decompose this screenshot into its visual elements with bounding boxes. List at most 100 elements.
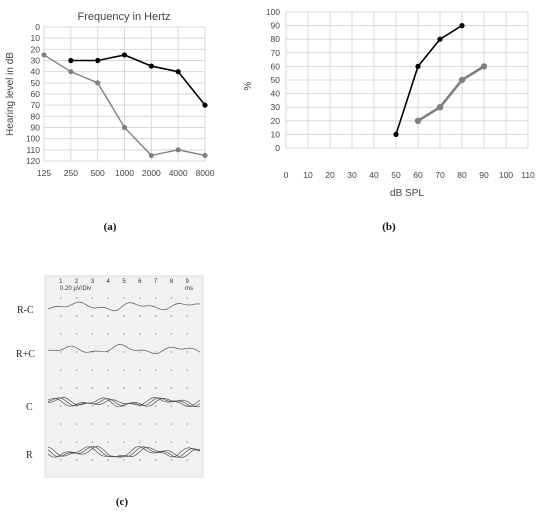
abr-grid-dot xyxy=(186,297,188,299)
audiogram-y-tick-label: 50 xyxy=(31,78,41,88)
abr-plot-area xyxy=(44,275,204,478)
speech-y-axis-label: % xyxy=(243,81,254,90)
abr-grid-dot xyxy=(139,297,141,299)
speech-y-tick-label: 100 xyxy=(266,7,280,17)
abr-trace-label-c: C xyxy=(26,402,33,413)
speech-data-point xyxy=(436,104,444,111)
speech-y-tick-label: 40 xyxy=(271,89,281,99)
abr-grid-dot xyxy=(154,333,157,335)
speech-data-point xyxy=(459,23,465,29)
abr-grid-dot xyxy=(139,441,141,443)
abr-grid-dot xyxy=(60,315,62,317)
abr-grid-dot xyxy=(91,333,94,335)
abr-grid-dot xyxy=(123,459,125,461)
speech-x-tick-label: 10 xyxy=(303,170,313,180)
abr-grid-dot xyxy=(139,369,141,371)
audiogram-y-tick-label: 20 xyxy=(31,44,41,54)
audiogram-y-axis-label: Hearing level in dB xyxy=(5,52,16,136)
audiogram-y-tick-label: 100 xyxy=(26,134,40,144)
abr-grid-dot xyxy=(60,387,62,389)
abr-grid-dot xyxy=(154,423,157,425)
audiogram-data-point xyxy=(202,152,208,159)
speech-x-tick-label: 110 xyxy=(521,170,535,180)
abr-x-tick-label: 9 xyxy=(186,279,190,285)
abr-grid-dot xyxy=(123,351,125,353)
abr-x-tick-label: 5 xyxy=(122,279,126,285)
audiogram-data-point xyxy=(68,69,74,75)
audiogram-y-tick-label: 0 xyxy=(35,22,40,32)
speech-x-tick-label: 90 xyxy=(479,170,489,180)
abr-grid-dot xyxy=(139,423,141,425)
abr-grid-dot xyxy=(170,351,173,353)
abr-grid-dot xyxy=(107,351,109,353)
speech-x-tick-label: 40 xyxy=(369,170,379,180)
speech-series-line xyxy=(417,65,485,122)
abr-unit-label: ms xyxy=(185,286,193,292)
abr-trace-label-r-plus-c: R+C xyxy=(16,349,35,360)
abr-grid-dot xyxy=(123,369,125,371)
audiogram-y-tick-label: 90 xyxy=(31,123,41,133)
audiogram-data-point xyxy=(175,147,181,153)
abr-grid-dot xyxy=(91,423,94,425)
abr-grid-dot xyxy=(60,369,62,371)
abr-grid-dot xyxy=(139,459,141,461)
abr-grid-dot xyxy=(75,351,78,353)
abr-grid-dot xyxy=(186,315,188,317)
abr-grid-dot xyxy=(60,351,62,353)
audiogram-data-point xyxy=(121,124,128,131)
abr-trace-label-r-minus-c: R-C xyxy=(17,305,34,316)
abr-grid-dot xyxy=(107,297,109,299)
abr-grid-dot xyxy=(186,333,188,335)
abr-grid-dot xyxy=(170,369,173,371)
audiogram-data-point xyxy=(95,80,101,86)
speech-y-tick-label: 70 xyxy=(271,48,281,58)
speech-x-tick-label: 50 xyxy=(391,170,401,180)
abr-dot-grid xyxy=(60,297,188,461)
abr-grid-dot xyxy=(186,369,188,371)
abr-grid-dot xyxy=(107,459,109,461)
abr-grid-dot xyxy=(186,441,188,443)
abr-grid-dot xyxy=(123,387,125,389)
speech-x-tick-label: 30 xyxy=(347,170,357,180)
abr-grid-dot xyxy=(170,441,173,443)
speech-y-tick-label: 90 xyxy=(271,21,281,31)
audiogram-y-tick-label: 80 xyxy=(31,111,41,121)
audiogram-data-point xyxy=(121,52,128,58)
audiogram-data-point xyxy=(148,152,154,159)
abr-grid-dot xyxy=(154,369,157,371)
abr-grid-dot xyxy=(154,405,157,407)
audiogram-x-tick-label: 8000 xyxy=(196,168,215,178)
audiogram-data-point xyxy=(175,69,181,75)
speech-data-point xyxy=(415,63,421,69)
abr-grid-dot xyxy=(60,405,62,407)
speech-y-tick-label: 80 xyxy=(271,34,281,44)
abr-x-tick-label: 3 xyxy=(91,279,95,285)
abr-trace-label-r: R xyxy=(26,450,33,461)
audiogram-x-tick-label: 1000 xyxy=(115,168,134,178)
abr-grid-dot xyxy=(60,297,62,299)
speech-y-tick-label: 10 xyxy=(271,129,281,139)
abr-grid-dot xyxy=(107,405,109,407)
abr-grid-dot xyxy=(154,387,157,389)
audiogram-y-tick-label: 120 xyxy=(26,156,40,166)
abr-grid-dot xyxy=(123,441,125,443)
audiogram-x-ticks: 125 250 500 1000 2000 4000 8000 xyxy=(37,168,215,178)
audiogram-series xyxy=(41,52,208,159)
abr-grid-dot xyxy=(107,315,109,317)
abr-grid-dot xyxy=(75,315,78,317)
abr-traces xyxy=(47,301,201,458)
abr-grid-dot xyxy=(154,441,157,443)
audiogram-data-point xyxy=(148,63,154,69)
abr-x-tick-label: 6 xyxy=(138,279,142,285)
speech-x-tick-label: 0 xyxy=(284,170,289,180)
abr-grid-dot xyxy=(186,387,188,389)
abr-grid-dot xyxy=(75,333,78,335)
abr-grid-dot xyxy=(107,423,109,425)
speech-data-point xyxy=(393,131,399,137)
speech-recognition-chart: 0 10 20 30 40 50 60 70 80 90 100 0 10 20 30 40 50 60 70 80… xyxy=(243,7,535,233)
speech-y-tick-label: 60 xyxy=(271,61,281,71)
abr-x-tick-label: 2 xyxy=(75,279,79,285)
speech-y-tick-label: 50 xyxy=(271,75,281,85)
audiogram-data-point xyxy=(202,102,208,108)
abr-waveform-line xyxy=(47,301,201,312)
